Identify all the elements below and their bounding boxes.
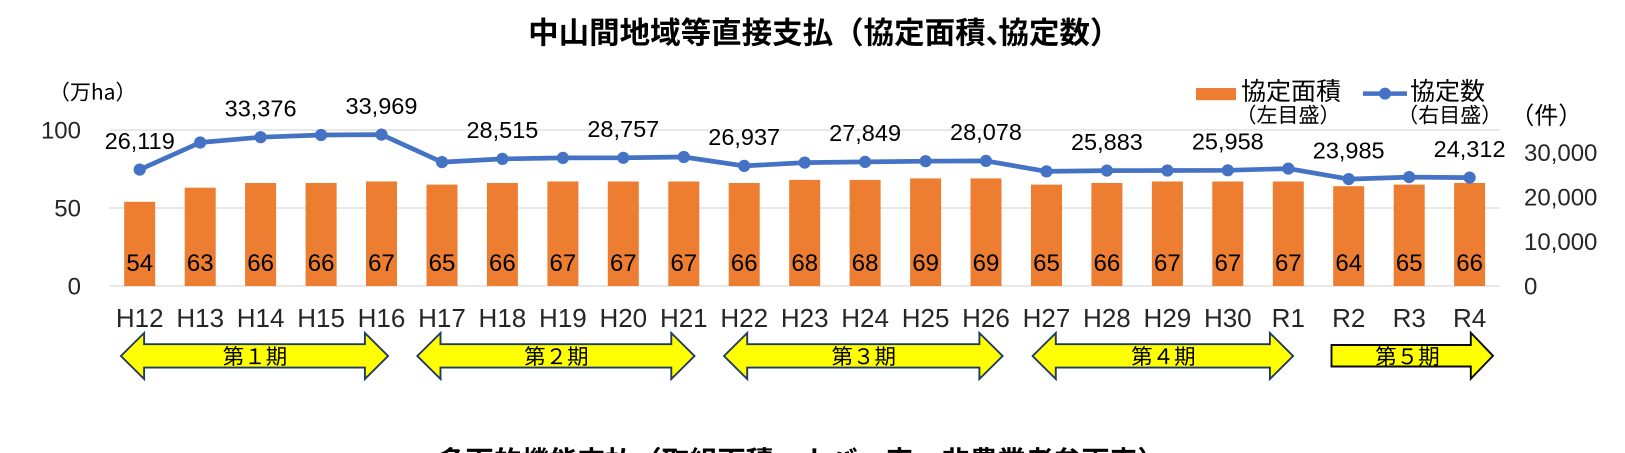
svg-text:25,958: 25,958 (1192, 129, 1264, 155)
svg-text:R3: R3 (1393, 303, 1426, 333)
svg-text:H27: H27 (1023, 303, 1071, 333)
svg-text:28,515: 28,515 (466, 117, 538, 143)
svg-text:67: 67 (610, 250, 637, 277)
svg-text:H22: H22 (720, 303, 768, 333)
svg-text:H12: H12 (116, 303, 164, 333)
svg-text:65: 65 (1396, 250, 1423, 277)
svg-text:65: 65 (1033, 250, 1060, 277)
svg-text:66: 66 (731, 250, 758, 277)
svg-text:0: 0 (68, 274, 81, 301)
svg-text:28,078: 28,078 (950, 119, 1022, 145)
svg-text:H15: H15 (297, 303, 345, 333)
svg-text:68: 68 (852, 250, 879, 277)
svg-text:H16: H16 (358, 303, 406, 333)
svg-text:64: 64 (1335, 250, 1362, 277)
svg-text:H14: H14 (237, 303, 285, 333)
svg-text:66: 66 (308, 250, 335, 277)
svg-text:0: 0 (1524, 274, 1537, 301)
svg-text:66: 66 (247, 250, 274, 277)
svg-text:33,376: 33,376 (225, 96, 297, 122)
svg-text:67: 67 (550, 250, 577, 277)
svg-text:R2: R2 (1332, 303, 1365, 333)
svg-text:24,312: 24,312 (1434, 136, 1506, 162)
svg-text:27,849: 27,849 (829, 120, 901, 146)
svg-text:30,000: 30,000 (1524, 140, 1597, 167)
svg-text:H26: H26 (962, 303, 1010, 333)
svg-text:67: 67 (1275, 250, 1302, 277)
svg-text:23,985: 23,985 (1313, 137, 1385, 163)
svg-text:H25: H25 (902, 303, 950, 333)
svg-text:67: 67 (1154, 250, 1181, 277)
svg-text:69: 69 (912, 250, 939, 277)
svg-text:66: 66 (1456, 250, 1483, 277)
svg-text:26,119: 26,119 (105, 128, 175, 154)
svg-text:28,757: 28,757 (587, 116, 659, 142)
svg-text:H13: H13 (176, 303, 224, 333)
svg-text:H30: H30 (1204, 303, 1252, 333)
svg-text:54: 54 (126, 250, 153, 277)
svg-text:R1: R1 (1272, 303, 1305, 333)
svg-text:R4: R4 (1453, 303, 1486, 333)
svg-text:100: 100 (41, 118, 81, 145)
svg-text:67: 67 (670, 250, 697, 277)
svg-text:25,883: 25,883 (1071, 129, 1143, 155)
svg-text:20,000: 20,000 (1524, 185, 1597, 212)
svg-text:33,969: 33,969 (346, 93, 418, 119)
svg-text:H23: H23 (781, 303, 829, 333)
svg-text:50: 50 (54, 196, 81, 223)
svg-text:63: 63 (187, 250, 214, 277)
svg-text:66: 66 (489, 250, 516, 277)
svg-text:10,000: 10,000 (1524, 229, 1597, 256)
svg-text:66: 66 (1094, 250, 1121, 277)
svg-text:67: 67 (1214, 250, 1241, 277)
svg-text:26,937: 26,937 (708, 124, 780, 150)
svg-text:68: 68 (791, 250, 818, 277)
svg-text:H28: H28 (1083, 303, 1131, 333)
svg-text:H17: H17 (418, 303, 466, 333)
svg-text:H20: H20 (599, 303, 647, 333)
svg-text:69: 69 (973, 250, 1000, 277)
svg-text:H29: H29 (1144, 303, 1192, 333)
svg-text:67: 67 (368, 250, 395, 277)
svg-text:H19: H19 (539, 303, 587, 333)
svg-text:65: 65 (429, 250, 456, 277)
svg-text:H18: H18 (479, 303, 527, 333)
svg-text:H24: H24 (841, 303, 889, 333)
svg-text:H21: H21 (660, 303, 708, 333)
